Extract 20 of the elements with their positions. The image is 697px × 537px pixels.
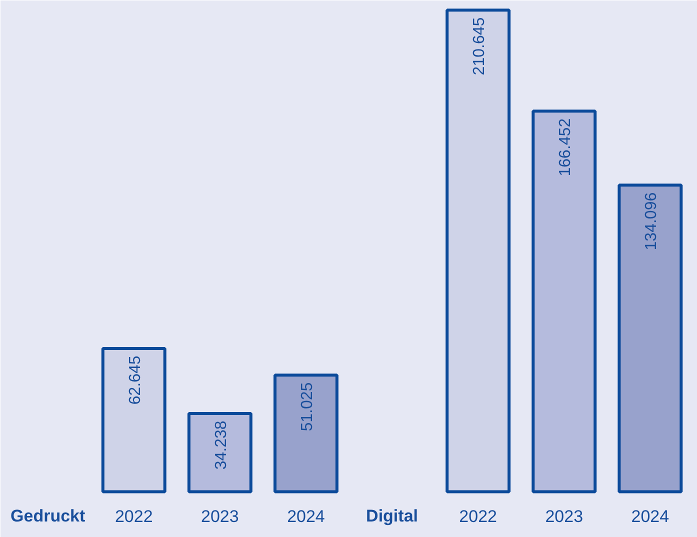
data-label: 34.238 xyxy=(212,420,230,470)
bar xyxy=(618,184,683,494)
bar xyxy=(187,412,252,494)
x-tick-label: 2023 xyxy=(201,506,239,526)
data-label: 166.452 xyxy=(557,118,574,176)
bar xyxy=(446,8,511,494)
x-tick-label: Gedruckt xyxy=(10,506,86,526)
data-label: 210.645 xyxy=(471,17,488,76)
x-tick-label: 2024 xyxy=(287,506,325,526)
x-tick-label: 2022 xyxy=(459,506,497,526)
data-label: 134.096 xyxy=(643,192,660,250)
x-tick-label: Digital xyxy=(366,506,418,526)
x-tick-label: 2024 xyxy=(631,506,670,526)
bar xyxy=(532,110,597,494)
data-label: 62.645 xyxy=(126,356,144,405)
bar xyxy=(274,374,338,494)
bar xyxy=(101,347,166,494)
x-tick-label: 2022 xyxy=(114,506,153,526)
data-label: 51.025 xyxy=(298,382,316,432)
x-tick-label: 2023 xyxy=(545,506,584,526)
